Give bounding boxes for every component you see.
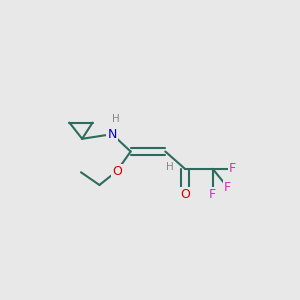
Text: H: H bbox=[166, 161, 174, 172]
Text: N: N bbox=[107, 128, 117, 141]
Text: F: F bbox=[209, 188, 216, 201]
Text: H: H bbox=[112, 114, 119, 124]
Text: F: F bbox=[224, 181, 231, 194]
Text: F: F bbox=[229, 162, 236, 175]
Text: O: O bbox=[112, 165, 122, 178]
Text: O: O bbox=[180, 188, 190, 201]
